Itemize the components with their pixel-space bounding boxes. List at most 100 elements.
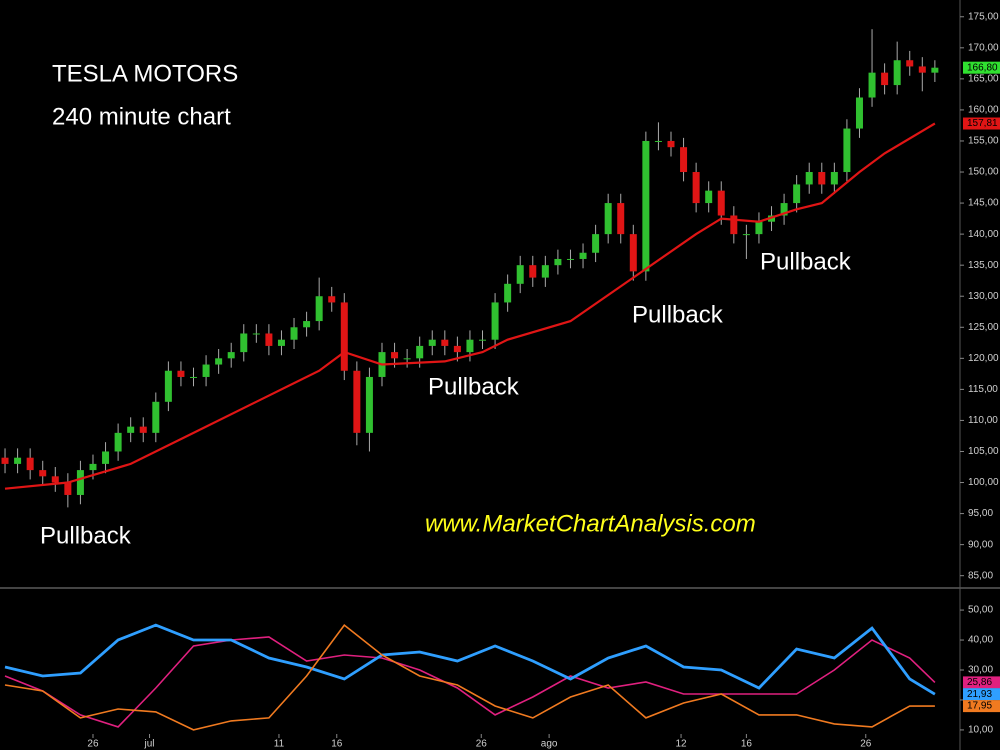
candle-body — [441, 339, 449, 346]
y-tick-label: 125,00 — [968, 322, 999, 333]
y-tick-label: 135,00 — [968, 260, 999, 271]
annotation: Pullback — [40, 522, 132, 549]
candle-body — [340, 302, 348, 371]
price-tag-label: 17,95 — [967, 701, 992, 712]
y-tick-label: 145,00 — [968, 198, 999, 209]
candle-body — [1, 457, 9, 464]
candle-body — [14, 457, 22, 464]
annotation: Pullback — [428, 373, 520, 400]
indicator-line — [4, 623, 936, 696]
x-tick-label: jul — [144, 739, 155, 750]
candle-body — [227, 352, 235, 359]
candle-body — [215, 358, 223, 365]
candle-body — [190, 376, 198, 378]
candle-body — [604, 203, 612, 235]
candle-body — [893, 60, 901, 86]
x-tick-label: 16 — [331, 739, 343, 750]
y-tick-label: 140,00 — [968, 229, 999, 240]
y-tick-label: 40,00 — [968, 635, 993, 646]
price-tag-label: 166,80 — [967, 62, 998, 73]
candle-body — [365, 376, 373, 433]
indicator-line — [4, 623, 935, 731]
candle-body — [114, 432, 122, 452]
price-tag-label: 157,81 — [967, 118, 998, 129]
x-tick-label: 26 — [860, 739, 872, 750]
candle-body — [290, 327, 298, 340]
candle-body — [642, 140, 650, 272]
y-tick-label: 115,00 — [968, 384, 998, 395]
price-tag — [963, 688, 1000, 701]
y-tick-label: 160,00 — [968, 105, 999, 116]
chart-title: TESLA MOTORS — [52, 60, 238, 87]
candle-body — [416, 345, 424, 359]
y-tick-label: 50,00 — [968, 605, 993, 616]
candle-body — [102, 451, 110, 464]
candle-body — [881, 72, 889, 86]
x-tick-label: 26 — [476, 739, 488, 750]
candle-body — [252, 333, 260, 335]
candle-body — [918, 66, 926, 73]
candle-body — [403, 358, 411, 360]
y-tick-label: 170,00 — [968, 42, 999, 53]
candle-body — [629, 234, 637, 272]
candle-body — [855, 97, 863, 129]
x-tick-label: 11 — [274, 739, 285, 750]
candle-body — [843, 128, 851, 173]
candle-body — [139, 426, 147, 433]
y-tick-label: 100,00 — [968, 477, 999, 488]
candle-body — [428, 339, 436, 346]
y-tick-label: 175,00 — [968, 11, 999, 22]
candle-body — [76, 470, 84, 495]
candle-body — [554, 258, 562, 266]
y-tick-label: 90,00 — [968, 539, 993, 550]
candle-body — [504, 283, 512, 303]
y-tick-label: 130,00 — [968, 291, 999, 302]
candle-body — [780, 203, 788, 216]
price-tag — [963, 676, 1000, 689]
candle-body — [717, 190, 725, 216]
candle-body — [277, 339, 285, 346]
y-tick-label: 85,00 — [968, 570, 993, 581]
y-tick-label: 155,00 — [968, 136, 999, 147]
candle-body — [654, 140, 662, 142]
candle-body — [516, 265, 524, 284]
candle-body — [453, 345, 461, 353]
candle-body — [579, 252, 587, 259]
candle-body — [240, 333, 248, 353]
candle-body — [315, 296, 323, 322]
candle-body — [730, 215, 738, 235]
candle-body — [64, 482, 72, 495]
candle-body — [466, 339, 474, 353]
candle-body — [328, 296, 336, 303]
candle-body — [906, 60, 914, 67]
indicator-line — [4, 636, 936, 728]
moving-average — [4, 122, 936, 490]
x-tick-label: 16 — [741, 739, 753, 750]
price-tag-label: 25,86 — [967, 677, 992, 688]
candle-body — [391, 352, 399, 359]
candle-body — [805, 172, 813, 185]
candle-body — [51, 476, 59, 483]
candle-body — [491, 302, 499, 340]
candle-body — [353, 370, 361, 433]
price-tag — [963, 117, 1000, 130]
x-tick-label: 26 — [87, 739, 99, 750]
y-tick-label: 95,00 — [968, 508, 993, 519]
annotation: Pullback — [632, 301, 724, 328]
candle-body — [566, 258, 574, 260]
y-tick-label: 150,00 — [968, 167, 999, 178]
candle-body — [529, 265, 537, 278]
candle-body — [89, 463, 97, 471]
candle-body — [931, 67, 939, 73]
candle-body — [667, 140, 675, 148]
candle-body — [868, 72, 876, 98]
candle-body — [127, 426, 135, 433]
y-tick-label: 30,00 — [968, 665, 993, 676]
candle-body — [680, 147, 688, 173]
chart-subtitle: 240 minute chart — [52, 103, 231, 130]
annotation: Pullback — [760, 248, 852, 275]
candle-body — [26, 457, 34, 471]
candle-body — [818, 172, 826, 185]
candle-body — [705, 190, 713, 204]
